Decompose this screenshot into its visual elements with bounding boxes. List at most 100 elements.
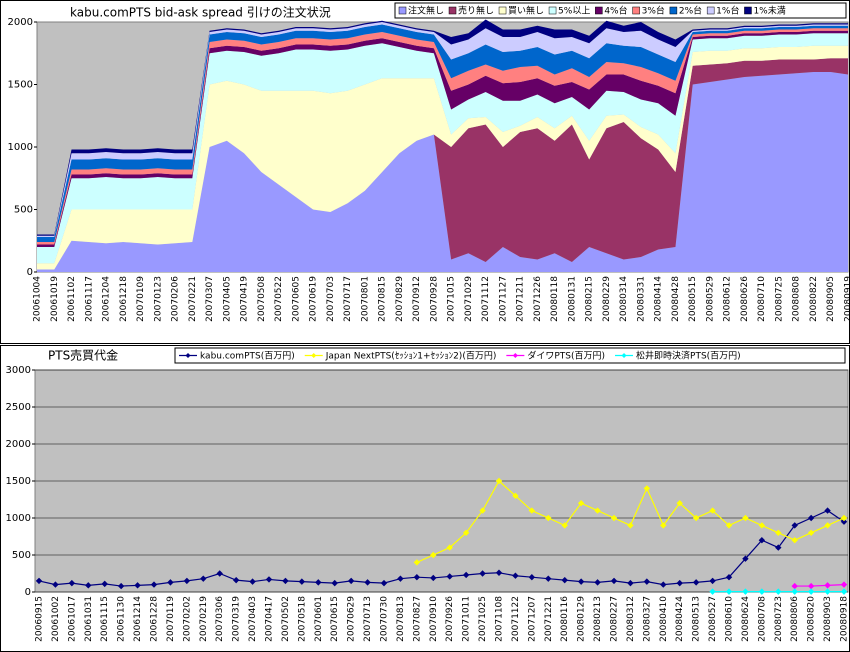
x-tick-label: 20061130 <box>117 596 127 642</box>
x-tick-label: 20080822 <box>809 276 819 322</box>
legend-swatch <box>185 353 191 358</box>
marker <box>413 573 421 581</box>
x-tick-label: 20070829 <box>395 276 405 322</box>
x-tick-label: 20080513 <box>692 596 702 642</box>
marker <box>742 555 749 562</box>
x-tick-label: 20070522 <box>274 276 284 322</box>
y-tick-label: 2500 <box>6 402 31 413</box>
marker <box>791 522 798 529</box>
marker <box>150 581 158 588</box>
legend-swatch <box>744 6 752 15</box>
x-tick-label: 20070928 <box>429 276 439 322</box>
legend-swatch <box>448 6 457 15</box>
x-tick-label: 20071108 <box>495 596 505 642</box>
marker <box>561 522 568 529</box>
marker <box>462 529 470 537</box>
x-tick-label: 20070405 <box>222 276 232 322</box>
marker <box>840 588 848 595</box>
marker <box>807 529 815 537</box>
x-tick-label: 20080820 <box>807 596 817 642</box>
marker <box>479 507 486 514</box>
x-tick-label: 20080118 <box>550 276 560 322</box>
legend-label: ダイワPTS(百万円) <box>527 350 605 362</box>
marker <box>364 579 371 586</box>
marker <box>643 485 651 492</box>
marker <box>594 507 601 514</box>
x-tick-label: 20080710 <box>757 276 767 322</box>
x-tick-label: 20061002 <box>51 596 61 642</box>
x-tick-label: 20080918 <box>840 596 850 642</box>
x-tick-label: 20070926 <box>445 596 455 642</box>
marker <box>545 575 552 582</box>
x-tick-label: 20070801 <box>360 276 370 322</box>
y-tick-label: 2000 <box>8 17 33 28</box>
x-tick-label: 20070518 <box>297 596 307 642</box>
marker <box>758 522 766 529</box>
marker <box>512 572 519 579</box>
x-tick-label: 20080626 <box>740 276 750 322</box>
x-tick-label: 20080116 <box>560 596 570 642</box>
x-tick-label: 20080612 <box>723 276 733 322</box>
marker <box>725 522 733 529</box>
x-tick-label: 20070221 <box>188 276 198 322</box>
legend-label: Japan NextPTS(ｾｯｼｮﾝ1+ｾｯｼｮﾝ2)(百万円) <box>325 351 497 362</box>
x-tick-label: 20080314 <box>619 276 629 322</box>
area <box>37 72 848 272</box>
legend-swatch <box>632 6 640 15</box>
x-tick-label: 20070319 <box>232 596 242 642</box>
marker <box>775 588 782 595</box>
x-tick-label: 20080708 <box>757 596 767 642</box>
legend-label: 買い無し <box>508 5 544 17</box>
x-tick-label: 20070605 <box>291 276 301 322</box>
x-tick-label: 20080331 <box>636 276 646 322</box>
marker <box>528 573 536 581</box>
y-tick-label: 500 <box>14 205 33 216</box>
marker <box>676 579 683 587</box>
x-tick-label: 20070827 <box>412 596 422 642</box>
marker <box>610 514 618 522</box>
x-tick-label: 20070202 <box>182 596 192 642</box>
legend-label: kabu.comPTS(百万円) <box>200 351 295 362</box>
marker <box>512 492 519 500</box>
x-tick-label: 20070813 <box>396 596 406 642</box>
marker <box>725 588 733 595</box>
x-tick-label: 20071221 <box>544 596 554 642</box>
y-tick-label: 0 <box>25 587 31 598</box>
x-tick-label: 20071112 <box>481 276 491 322</box>
legend-swatch <box>512 353 518 358</box>
chart-title: kabu.comPTS bid-ask spread 引けの注文状況 <box>70 5 331 20</box>
marker <box>430 551 437 559</box>
marker <box>134 582 141 589</box>
marker <box>725 573 733 581</box>
x-tick-label: 20070109 <box>136 276 146 322</box>
legend-label: 松井即時決済PTS(百万円) <box>636 350 741 362</box>
x-tick-label: 20070119 <box>166 596 176 642</box>
y-tick-label: 3000 <box>6 365 31 376</box>
x-tick-label: 20071025 <box>478 596 488 642</box>
marker <box>380 579 388 587</box>
x-tick-label: 20080725 <box>774 276 784 322</box>
legend-swatch <box>595 6 603 15</box>
x-tick-label: 20080515 <box>688 276 698 322</box>
x-tick-label: 20070815 <box>378 276 388 322</box>
marker <box>660 522 667 529</box>
marker <box>824 522 831 529</box>
marker <box>397 575 404 582</box>
marker <box>742 588 749 595</box>
marker <box>840 518 848 525</box>
x-tick-label: 20080428 <box>671 276 681 322</box>
marker <box>692 579 700 586</box>
x-tick-label: 20080129 <box>577 596 587 642</box>
x-tick-label: 20070717 <box>343 276 353 322</box>
x-tick-label: 20080215 <box>585 276 595 322</box>
marker <box>35 577 43 585</box>
marker <box>545 514 552 522</box>
x-tick-label: 20070502 <box>281 596 291 642</box>
x-tick-label: 20070912 <box>412 276 422 322</box>
x-tick-label: 20071011 <box>462 596 472 642</box>
legend-box <box>394 2 847 19</box>
x-tick-label: 20070508 <box>257 276 267 322</box>
x-tick-label: 20070730 <box>380 596 390 642</box>
marker <box>692 514 700 522</box>
area <box>37 45 848 270</box>
